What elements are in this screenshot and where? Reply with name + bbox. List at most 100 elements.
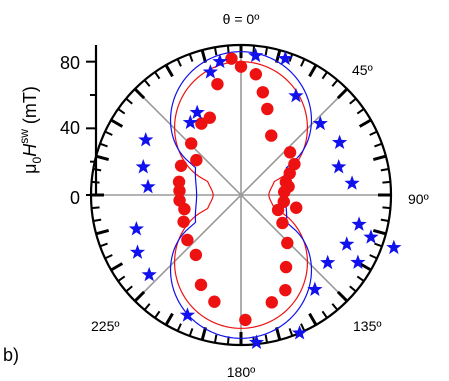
angular-tick-30 — [308, 64, 318, 78]
angular-tick-225 — [133, 290, 146, 303]
data-point-star — [248, 334, 265, 349]
angular-tick-80 — [380, 167, 389, 172]
data-point-circle — [261, 102, 274, 116]
angular-tick-120 — [358, 262, 372, 272]
angular-tick-70 — [374, 142, 383, 148]
angular-tick-130 — [349, 285, 357, 293]
angular-tick-220 — [143, 303, 151, 311]
angular-tick-340 — [188, 53, 194, 62]
data-point-circle — [265, 296, 278, 309]
angular-tick-170 — [264, 334, 269, 343]
angular-tick-205 — [176, 323, 182, 332]
data-point-circle — [189, 248, 203, 262]
data-point-star — [189, 104, 205, 120]
angular-tick-325 — [154, 71, 161, 80]
data-point-circle — [203, 111, 216, 124]
data-point-star — [277, 50, 293, 66]
radial-axis — [86, 45, 98, 196]
angular-tick-280 — [93, 167, 102, 172]
angular-tick-195 — [200, 326, 207, 341]
data-point-star — [331, 158, 347, 174]
data-point-star — [138, 132, 154, 147]
angular-tick-165 — [275, 326, 282, 341]
angular-tick-75 — [372, 154, 387, 161]
data-point-circle — [173, 184, 186, 197]
data-point-star — [140, 178, 156, 194]
data-point-circle — [173, 194, 186, 207]
angle-label-180: 180º — [227, 364, 255, 380]
angular-tick-345 — [200, 49, 207, 64]
data-point-circle — [190, 153, 203, 167]
data-point-circle — [177, 215, 190, 228]
panel-label: b) — [3, 345, 19, 365]
angular-tick-40 — [331, 79, 339, 87]
angular-tick-145 — [321, 310, 328, 319]
data-markers — [128, 47, 402, 349]
data-point-star — [344, 175, 360, 190]
angular-tick-45 — [336, 87, 349, 100]
angular-tick-95 — [382, 206, 391, 210]
data-point-circle — [278, 185, 291, 199]
data-point-star — [288, 87, 304, 103]
data-point-star — [320, 254, 336, 270]
angular-tick-250 — [99, 242, 108, 248]
data-point-star — [212, 53, 228, 69]
data-point-circle — [288, 157, 301, 171]
angular-tick-105 — [372, 229, 387, 236]
angular-tick-200 — [188, 328, 194, 337]
angular-tick-110 — [374, 242, 383, 248]
angular-tick-235 — [117, 275, 126, 282]
data-point-star — [339, 236, 355, 251]
data-point-star — [129, 244, 146, 259]
angular-tick-155 — [300, 323, 306, 332]
angular-tick-230 — [125, 285, 133, 293]
angular-tick-210 — [164, 312, 174, 326]
angular-tick-65 — [369, 130, 378, 136]
angular-tick-290 — [99, 142, 108, 148]
data-point-circle — [194, 278, 208, 292]
angular-tick-50 — [349, 97, 357, 105]
data-point-star — [141, 266, 157, 282]
angular-tick-255 — [95, 229, 110, 236]
angular-tick-160 — [288, 328, 294, 337]
angular-tick-20 — [288, 53, 294, 62]
data-point-star — [179, 307, 196, 322]
angular-tick-315 — [133, 87, 146, 100]
angular-tick-285 — [95, 154, 110, 161]
angular-tick-150 — [308, 312, 318, 326]
angular-tick-240 — [110, 262, 124, 272]
angular-tick-85 — [382, 180, 391, 184]
data-point-circle — [249, 68, 263, 81]
data-point-star — [351, 216, 367, 231]
angle-label-135: 135º — [353, 318, 381, 334]
angular-tick-305 — [117, 108, 126, 115]
data-point-circle — [225, 52, 238, 65]
angular-tick-330 — [164, 64, 174, 78]
angular-ticks — [91, 45, 391, 345]
angular-tick-320 — [143, 79, 151, 87]
data-point-star — [202, 64, 218, 79]
data-point-circle — [172, 175, 186, 189]
angular-tick-260 — [93, 218, 102, 223]
angular-tick-25 — [300, 58, 306, 67]
data-point-circle — [279, 283, 292, 297]
data-point-circle — [239, 313, 252, 327]
angular-tick-10 — [264, 47, 269, 56]
data-point-star — [182, 114, 198, 130]
angular-tick-190 — [213, 334, 218, 343]
angular-tick-295 — [104, 130, 113, 136]
angle-label-225: 225º — [91, 318, 119, 334]
data-point-star — [135, 158, 151, 174]
angular-tick-265 — [91, 206, 100, 210]
data-point-star — [248, 47, 264, 63]
data-point-star — [350, 254, 366, 269]
data-point-circle — [265, 129, 278, 142]
radial-axis-title: μ0Hsw (mT) — [17, 86, 44, 174]
angle-label-90: 90º — [408, 191, 429, 207]
data-point-circle — [271, 203, 285, 217]
angular-tick-100 — [380, 218, 389, 223]
data-point-star — [307, 281, 323, 297]
angular-tick-300 — [110, 118, 124, 128]
radial-tick-label-80: 80 — [60, 53, 80, 73]
